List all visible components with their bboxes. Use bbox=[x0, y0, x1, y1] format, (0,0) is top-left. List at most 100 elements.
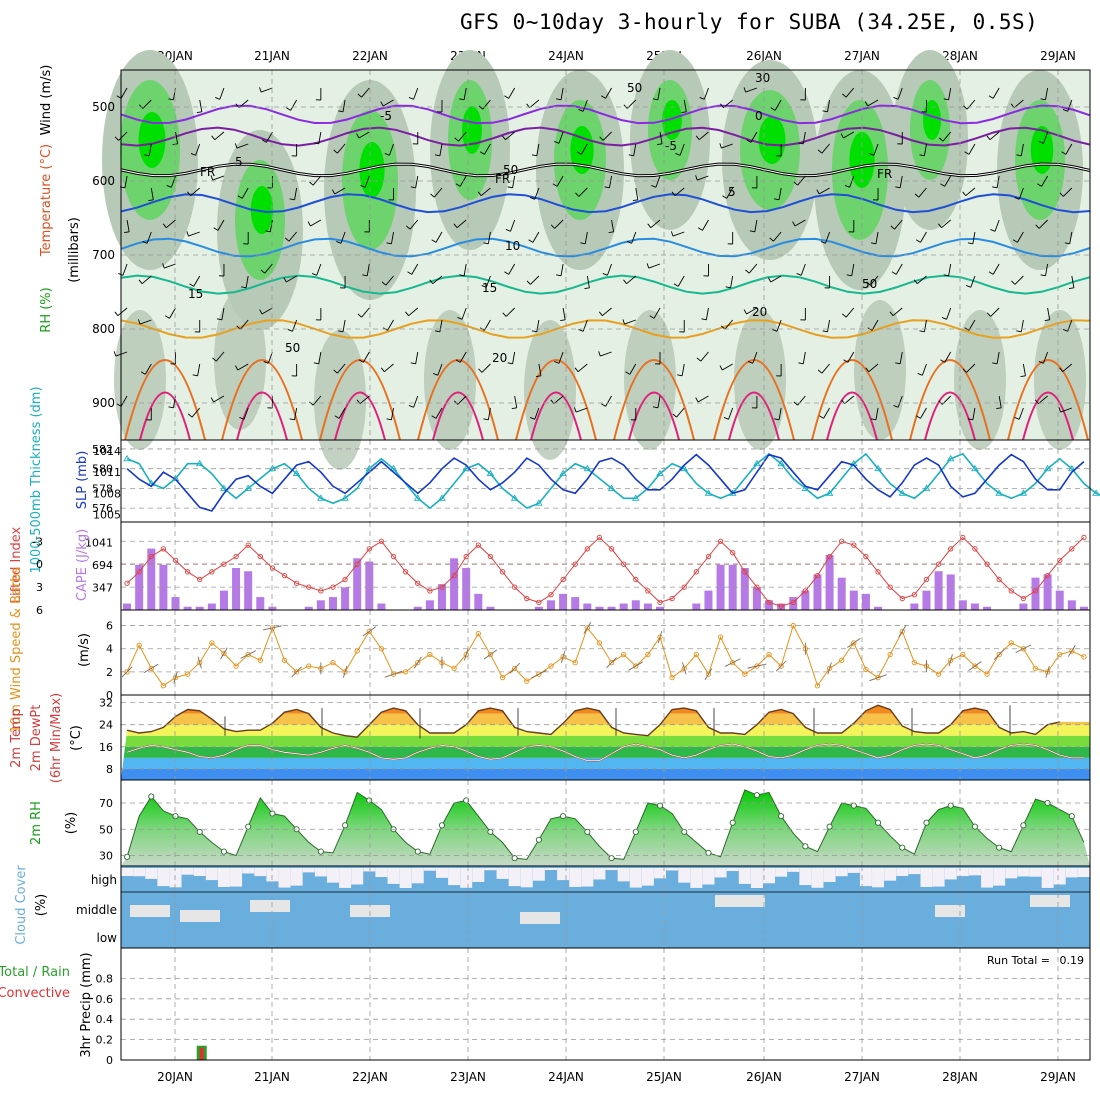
wind-barb bbox=[631, 231, 637, 244]
wind-barb bbox=[312, 175, 322, 186]
wind-barb bbox=[219, 87, 225, 100]
wind-barb bbox=[554, 219, 564, 229]
contour-label: 15 bbox=[188, 287, 203, 301]
wind-barb bbox=[695, 135, 700, 140]
wind-barb bbox=[504, 95, 509, 99]
wind-barb bbox=[894, 219, 903, 230]
cape-bar bbox=[631, 600, 640, 610]
temperature-contour-15 bbox=[120, 274, 1091, 295]
wind-barb bbox=[622, 319, 625, 325]
cape-bar bbox=[583, 603, 592, 610]
cape-bar bbox=[341, 587, 350, 610]
wind-barb bbox=[601, 95, 606, 99]
wind-barb bbox=[629, 363, 637, 375]
wind-barb bbox=[212, 357, 217, 362]
wind-barb bbox=[187, 191, 191, 196]
wind-barb bbox=[381, 281, 387, 286]
wind-barb bbox=[919, 330, 925, 333]
wind-barb bbox=[633, 143, 637, 156]
wind-barb bbox=[124, 175, 128, 188]
temperature-contour-10 bbox=[120, 237, 1091, 258]
wind-barb bbox=[144, 363, 152, 375]
wind-barb-10m bbox=[483, 649, 498, 660]
wind-barb bbox=[1011, 280, 1016, 285]
wind-speed-point bbox=[851, 640, 857, 646]
wind-barb bbox=[890, 225, 895, 230]
wind-barb bbox=[556, 274, 562, 277]
wind-barb bbox=[485, 275, 491, 288]
wind-barb bbox=[778, 187, 782, 200]
rh-point bbox=[729, 819, 736, 826]
rh-point bbox=[632, 828, 639, 835]
temperature-contour-20 bbox=[120, 319, 1091, 339]
wind-barb bbox=[432, 275, 443, 285]
wind-barb bbox=[191, 407, 201, 418]
cape-bar bbox=[777, 603, 786, 610]
wind-speed-point bbox=[621, 651, 627, 658]
rh-point bbox=[560, 813, 567, 820]
wind-barb bbox=[988, 95, 994, 99]
wind-barb bbox=[236, 143, 249, 149]
wind-barb bbox=[942, 131, 952, 142]
wind-barb bbox=[409, 219, 419, 230]
cloud-high-gap bbox=[1017, 868, 1030, 877]
cloud-high-gap bbox=[399, 868, 412, 888]
cloud-high-gap bbox=[121, 868, 134, 876]
wind-barb bbox=[453, 223, 458, 228]
wind-barb bbox=[410, 362, 416, 365]
lifted-index-point bbox=[560, 576, 566, 583]
wind-barb bbox=[289, 198, 295, 201]
rh-point bbox=[947, 802, 954, 809]
wind-barb bbox=[235, 365, 239, 371]
wind-barb bbox=[846, 274, 852, 277]
wind-barb bbox=[1069, 231, 1073, 244]
lifted-index-point bbox=[596, 534, 603, 541]
wind-barb bbox=[455, 183, 461, 187]
wind-barb bbox=[767, 277, 772, 283]
wind-barb bbox=[260, 269, 265, 274]
lifted-index-point bbox=[972, 546, 978, 552]
pressure-tick-label: 800 bbox=[92, 322, 115, 336]
lifted-index-point bbox=[778, 603, 784, 609]
wind-barb bbox=[508, 87, 516, 99]
rh-contour-area bbox=[758, 116, 786, 164]
lifted-index-point bbox=[209, 569, 215, 575]
wind-barb bbox=[919, 154, 925, 157]
wind-barb bbox=[681, 363, 685, 376]
wind-barb bbox=[337, 143, 346, 154]
wind-barb bbox=[1062, 363, 1073, 373]
wind-barb bbox=[798, 142, 804, 145]
wind-speed-point bbox=[330, 659, 336, 666]
cape-bar bbox=[704, 590, 713, 610]
wind-barb bbox=[948, 263, 952, 276]
wind-barb bbox=[966, 99, 976, 110]
wind-barb bbox=[868, 363, 879, 373]
cape-bar bbox=[365, 561, 374, 610]
wind-barb-10m bbox=[583, 622, 592, 634]
wind-barb bbox=[1018, 187, 1024, 200]
wind-speed-point bbox=[512, 665, 518, 672]
cape-bar bbox=[910, 603, 919, 610]
wind-barb bbox=[487, 407, 491, 420]
wind-barb-10m bbox=[704, 668, 713, 681]
wind-barb bbox=[967, 418, 973, 421]
cloud-high-gap bbox=[181, 868, 194, 875]
wind-speed-point bbox=[742, 671, 748, 677]
cloud-high-gap bbox=[763, 868, 776, 884]
lifted-index-point bbox=[705, 553, 712, 560]
wind-barb-10m bbox=[143, 663, 159, 674]
wind-barb bbox=[243, 407, 249, 420]
wind-barb bbox=[673, 283, 679, 287]
date-label-top: 24JAN bbox=[548, 49, 584, 63]
rh-contour-area bbox=[314, 330, 366, 470]
wind-barb bbox=[646, 263, 650, 269]
wind-barb bbox=[1016, 231, 1024, 243]
lifted-index-point bbox=[342, 576, 348, 583]
wind-barb-10m bbox=[827, 662, 832, 675]
wind-barb bbox=[389, 143, 394, 156]
thickness-tick-label: 580 bbox=[92, 463, 113, 476]
cloud-high-gap bbox=[702, 868, 715, 885]
contour-label: -5 bbox=[380, 109, 392, 123]
cloud-middle bbox=[180, 910, 220, 922]
wind-barb bbox=[702, 219, 709, 231]
